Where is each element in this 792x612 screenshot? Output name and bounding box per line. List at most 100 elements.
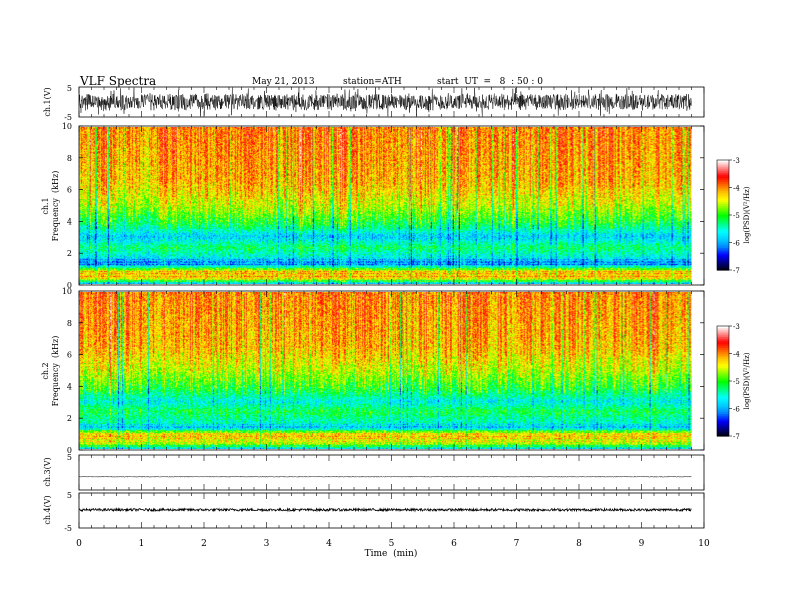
ch2-spec-ytick-label: 2	[67, 414, 72, 423]
colorbar-swatch	[717, 384, 729, 388]
colorbar-swatch	[717, 373, 729, 377]
x-tick-label: 8	[576, 539, 582, 549]
colorbar-swatch	[717, 377, 729, 380]
colorbar-swatch	[717, 426, 729, 430]
colorbar-swatch	[717, 161, 729, 165]
ch1-ytick-bottom: -5	[64, 113, 72, 122]
ch1-spectrogram-panel: 0 2 4 6 8 10 ch.1 Frequency (kHz)	[41, 122, 705, 290]
colorbar-swatch	[717, 337, 729, 340]
colorbar-swatch	[717, 196, 729, 200]
colorbar-swatch	[717, 171, 729, 174]
colorbar-swatch	[717, 193, 729, 196]
colorbar-swatch	[717, 392, 729, 395]
colorbar-swatch	[717, 176, 729, 179]
ch3-waveform-ylabel: ch.3(V)	[43, 457, 52, 486]
colorbar-swatch	[717, 342, 729, 345]
colorbar-swatch	[717, 222, 729, 225]
colorbar-swatch	[717, 204, 729, 207]
colorbar-swatch	[717, 381, 729, 384]
colorbar-swatch	[717, 327, 729, 331]
colorbar-swatch	[717, 218, 729, 222]
colorbar-swatch	[717, 211, 729, 214]
colorbar-tick-label: -3	[733, 157, 740, 165]
colorbar-swatch	[717, 226, 729, 229]
x-tick-label: 2	[201, 539, 207, 549]
colorbar-swatch	[717, 428, 729, 432]
colorbar-swatch	[717, 425, 729, 428]
ch4-ytick-top: 5	[67, 491, 72, 500]
colorbar-swatch	[717, 169, 729, 172]
colorbar-swatch	[717, 379, 729, 382]
ch1-ytick-top: 5	[67, 84, 72, 93]
colorbar-swatch	[717, 386, 729, 389]
ch1-spec-ytick-label: 6	[67, 186, 72, 195]
colorbar-tick-label: -5	[733, 212, 740, 220]
colorbar-swatch	[717, 355, 729, 358]
colorbar-swatch	[717, 340, 729, 344]
figure-title: VLF Spectra	[79, 74, 156, 88]
colorbar-swatch	[717, 191, 729, 194]
ch1-spec-ylabel-channel: ch.1	[41, 197, 50, 214]
colorbar-swatch	[717, 412, 729, 415]
x-tick-label: 7	[514, 539, 520, 549]
colorbar-swatch	[717, 399, 729, 402]
colorbar-swatch	[717, 215, 729, 218]
colorbar-swatch	[717, 414, 729, 417]
colorbar-swatch	[717, 397, 729, 400]
colorbar-swatch	[717, 404, 729, 408]
colorbar-swatch	[717, 262, 729, 266]
start-time-label: start UT = 8 : 50 : 0	[437, 77, 543, 87]
colorbar-swatch	[717, 366, 729, 369]
ch2-spec-ytick-label: 0	[67, 446, 72, 455]
ch1-spec-ytick-label: 2	[67, 249, 72, 258]
ch3-ytick-top: 5	[67, 453, 72, 462]
colorbar-swatch	[717, 393, 729, 397]
colorbar-swatch	[717, 362, 729, 366]
colorbar-swatch	[717, 246, 729, 249]
ch1-waveform-panel: 5 -5 ch.1(V)	[43, 84, 705, 122]
colorbar-tick-label: -5	[733, 378, 740, 386]
x-axis-label: Time (min)	[365, 548, 418, 559]
colorbar-swatch	[717, 410, 729, 413]
colorbar-tick-label: -4	[733, 185, 740, 193]
colorbar-swatch	[717, 348, 729, 351]
colorbar-swatch	[717, 260, 729, 264]
colorbar-swatch	[717, 264, 729, 267]
colorbar-swatch	[717, 248, 729, 251]
colorbar-swatch	[717, 180, 729, 183]
colorbar-swatch	[717, 371, 729, 375]
x-tick-label: 0	[76, 539, 82, 549]
colorbar-tick-label: -7	[733, 433, 740, 441]
colorbar-swatch	[717, 333, 729, 336]
ch2-spectrogram-image	[79, 292, 692, 449]
colorbar-swatch	[717, 268, 729, 271]
colorbar-swatch	[717, 213, 729, 216]
ch2-spec-ylabel: Frequency (kHz)	[51, 336, 60, 407]
ch4-waveform-trace	[78, 507, 692, 513]
colorbar-swatch	[717, 237, 729, 240]
colorbar-swatch	[717, 198, 729, 201]
ch3-waveform-panel: 5 ch.3(V)	[43, 453, 705, 491]
colorbar-swatch	[717, 220, 729, 223]
colorbar-swatch	[717, 434, 729, 437]
colorbar-swatch	[717, 382, 729, 386]
colorbar-swatch	[717, 349, 729, 353]
x-tick-label: 1	[139, 539, 145, 549]
colorbar-swatch	[717, 174, 729, 178]
colorbar-swatch	[717, 178, 729, 181]
colorbar-tick-label: -7	[733, 267, 740, 275]
colorbar-swatch	[717, 351, 729, 355]
colorbar-swatch	[717, 160, 729, 163]
colorbar-swatch	[717, 346, 729, 349]
colorbar-swatch	[717, 200, 729, 203]
colorbar-tick-label: -6	[733, 240, 740, 248]
colorbar-swatch	[717, 163, 729, 167]
colorbar-swatch	[717, 370, 729, 373]
colorbar-swatch	[717, 415, 729, 419]
colorbar-swatch	[717, 167, 729, 170]
colorbar-swatch	[717, 257, 729, 260]
time-axis-ticks: 0 1 2 3 4 5 6 7 8 9 10	[76, 87, 710, 549]
colorbar-swatch	[717, 242, 729, 245]
colorbar-swatch	[717, 357, 729, 360]
ch1-spec-ylabel: Frequency (kHz)	[51, 171, 60, 242]
